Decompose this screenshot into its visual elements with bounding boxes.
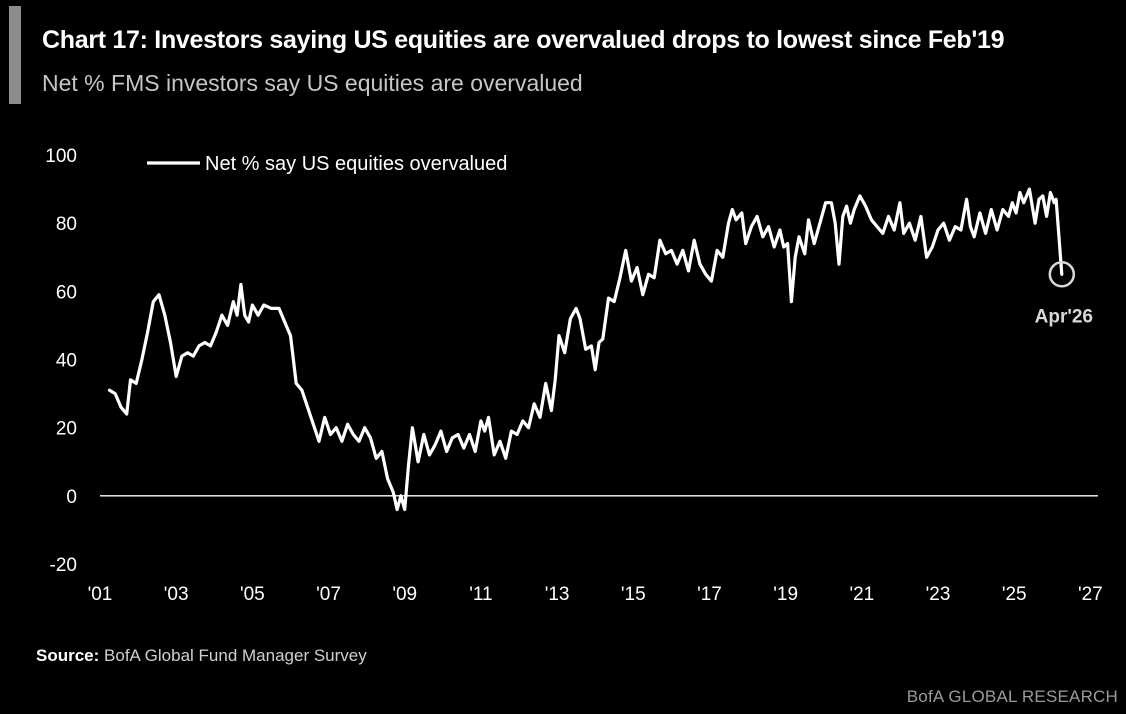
chart-title: Chart 17: Investors saying US equities a… [42, 26, 1005, 54]
brand-footer: BofA GLOBAL RESEARCH [906, 687, 1118, 706]
x-tick-label: '25 [1002, 584, 1027, 605]
y-tick-label: 0 [66, 487, 77, 508]
x-tick-label: '27 [1078, 584, 1103, 605]
source-text: BofA Global Fund Manager Survey [104, 646, 367, 665]
x-tick-label: '05 [240, 584, 265, 605]
source-label: Source: [36, 646, 100, 665]
x-tick-label: '13 [545, 584, 570, 605]
x-tick-label: '09 [392, 584, 417, 605]
y-tick-label: -20 [50, 555, 77, 576]
x-tick-label: '15 [621, 584, 646, 605]
x-tick-label: '23 [926, 584, 951, 605]
chart-subtitle: Net % FMS investors say US equities are … [42, 70, 583, 96]
x-tick-label: '01 [88, 584, 113, 605]
title-accent-bar [9, 6, 21, 104]
source-note: Source: BofA Global Fund Manager Survey [36, 646, 367, 666]
legend-label: Net % say US equities overvalued [205, 153, 507, 175]
x-tick-label: '07 [316, 584, 341, 605]
series-line [107, 187, 1064, 512]
x-tick-label: '17 [697, 584, 722, 605]
y-tick-label: 100 [45, 146, 77, 167]
x-tick-label: '03 [164, 584, 189, 605]
x-tick-label: '19 [773, 584, 798, 605]
x-tick-label: '21 [849, 584, 874, 605]
y-tick-label: 60 [56, 282, 77, 303]
x-tick-label: '11 [469, 584, 492, 605]
y-tick-label: 20 [56, 419, 77, 440]
annotation-label: Apr'26 [1035, 306, 1093, 327]
y-tick-label: 80 [56, 214, 77, 235]
highlight-circle [1048, 261, 1076, 288]
y-tick-label: 40 [56, 351, 77, 372]
